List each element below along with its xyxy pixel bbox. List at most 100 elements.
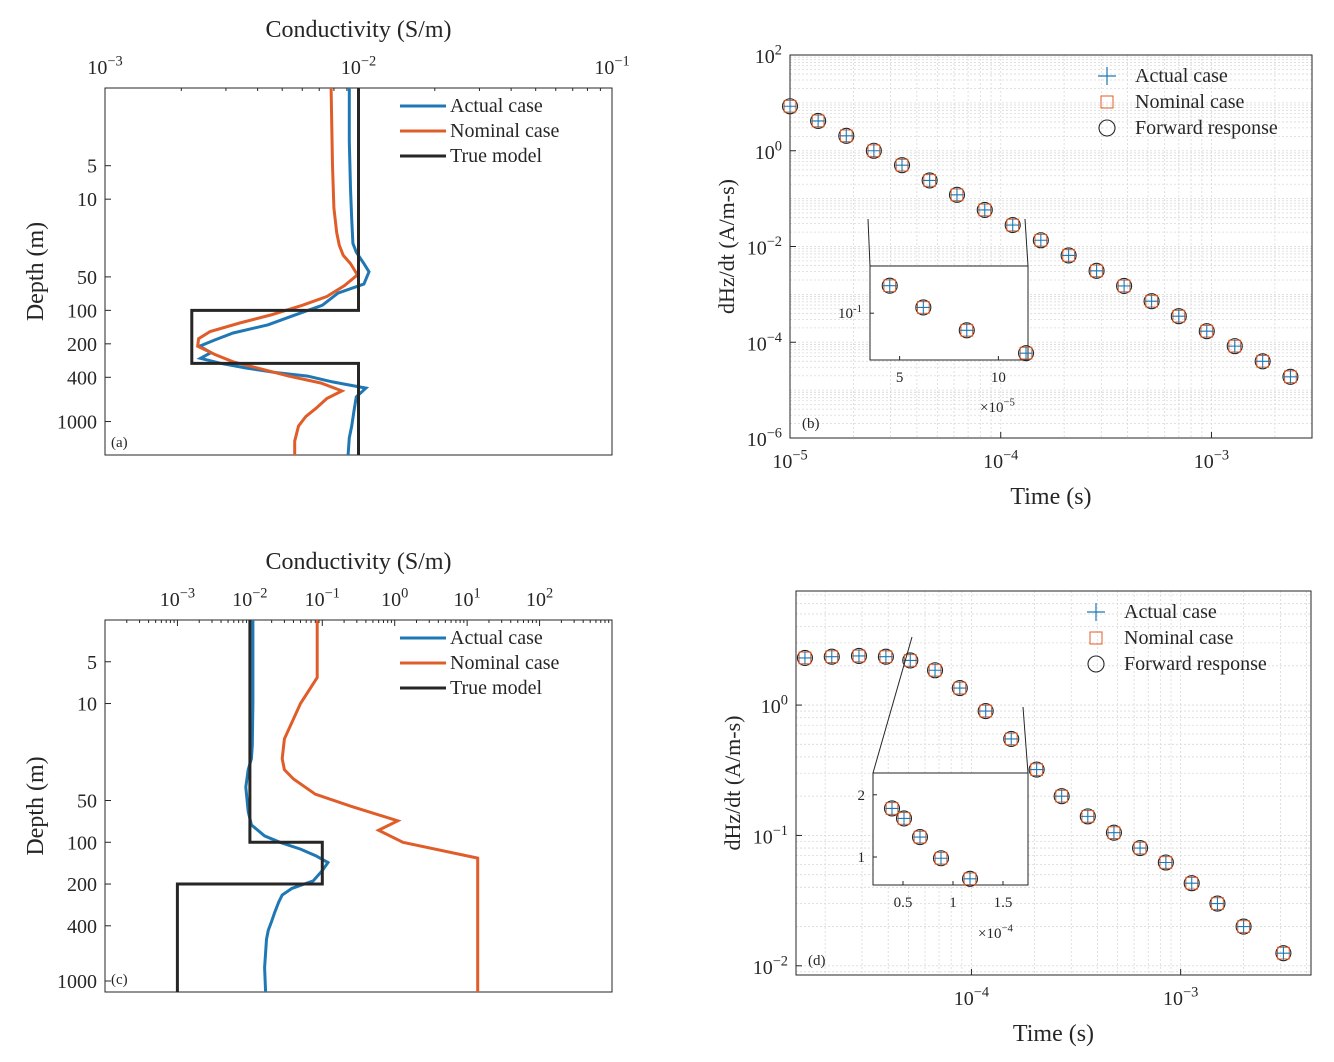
actual-marker	[963, 872, 977, 886]
inset-frame	[872, 772, 1029, 886]
actual-marker	[1117, 279, 1131, 293]
legend-label: Actual case	[1135, 65, 1228, 87]
y-tick-label: 5	[87, 156, 97, 178]
actual-marker	[1200, 324, 1214, 338]
data-point	[902, 652, 919, 669]
callout-line	[867, 218, 871, 267]
data-point	[977, 702, 994, 720]
y-tick-label: 10−4	[747, 330, 782, 355]
actual-marker	[1054, 789, 1069, 803]
series-line-nominal-case	[196, 88, 360, 455]
callout-line	[872, 636, 913, 774]
actual-marker	[1172, 309, 1186, 323]
data-point	[951, 680, 968, 697]
y-tick-label: 100	[67, 300, 97, 322]
inset-x-multiplier: ×10−5	[980, 397, 1015, 416]
x-tick-label-base: 10	[454, 589, 474, 611]
x-tick-label-exp: 0	[401, 586, 408, 602]
data-point	[1105, 824, 1122, 841]
forward-marker	[1116, 277, 1133, 294]
actual-marker	[839, 129, 854, 143]
legend-marker-forward	[1087, 655, 1105, 673]
y-tick-label-exp: −4	[767, 330, 782, 346]
x-tick-label-base: 10	[381, 589, 401, 611]
forward-marker	[1003, 730, 1020, 747]
actual-marker	[798, 651, 812, 665]
actual-marker	[1255, 354, 1270, 369]
y-tick-label-exp: 0	[775, 138, 782, 154]
forward-marker	[1105, 824, 1122, 841]
forward-marker	[1183, 875, 1200, 892]
inset-x-tick-label: 1.5	[994, 895, 1013, 911]
x-tick-label-base: 10	[341, 57, 361, 79]
data-point	[865, 142, 882, 159]
forward-marker	[1060, 247, 1077, 264]
panel-c: Conductivity (S/m)10−3 10−2 10−1 100 101 1025…	[23, 549, 613, 993]
legend-marker-actual	[1087, 603, 1105, 621]
forward-marker	[1170, 308, 1187, 325]
panel-label: (b)	[802, 416, 820, 432]
inset-data-point	[911, 829, 929, 846]
y-tick-label: 1000	[57, 412, 97, 434]
x-tick-label-exp: −5	[792, 448, 807, 464]
inset-data-point	[915, 299, 932, 316]
data-point	[823, 648, 840, 665]
y-tick-label-base: 10	[747, 238, 767, 260]
y-tick-label-exp: 2	[775, 43, 782, 59]
x-axis-title: Time (s)	[1010, 484, 1091, 510]
forward-marker	[1132, 840, 1149, 857]
actual-marker	[1081, 809, 1095, 824]
data-point	[1132, 840, 1149, 857]
forward-marker	[1275, 945, 1292, 962]
forward-marker	[865, 142, 882, 159]
forward-marker	[881, 277, 898, 294]
inset-data-point	[881, 277, 898, 294]
x-tick-label-exp: −4	[1003, 448, 1018, 464]
x-tick-label: 102	[526, 586, 553, 611]
y-axis-title: dHz/dt (A/m-s)	[714, 179, 739, 314]
panel-label: (a)	[111, 435, 128, 451]
data-point	[877, 648, 894, 665]
y-tick-label-exp: −1	[773, 823, 788, 839]
actual-marker	[1236, 919, 1251, 934]
y-tick-label: 10−2	[753, 953, 788, 978]
x-tick-label: 10−3	[87, 54, 122, 79]
forward-marker	[958, 322, 975, 339]
forward-marker	[796, 649, 813, 666]
forward-marker	[926, 662, 944, 679]
data-point	[838, 127, 855, 144]
data-point	[948, 186, 966, 203]
legend-label: Nominal case	[1135, 91, 1245, 113]
forward-marker	[893, 157, 911, 174]
y-tick-label: 50	[77, 791, 97, 813]
forward-marker	[961, 870, 979, 887]
actual-marker	[928, 663, 942, 677]
x-tick-label-base: 10	[160, 589, 180, 611]
forward-marker	[976, 201, 993, 219]
y-tick-label-base: 10	[747, 333, 767, 355]
y-tick-label-base: 10	[753, 826, 773, 848]
forward-marker	[810, 112, 827, 129]
actual-marker	[960, 323, 974, 338]
y-tick-label-base: 10	[753, 957, 773, 979]
data-point	[1254, 353, 1271, 370]
x-tick-label-exp: 1	[474, 586, 481, 602]
legend-label: True model	[450, 677, 542, 699]
actual-marker	[879, 649, 893, 664]
actual-marker	[852, 649, 866, 663]
forward-marker	[915, 299, 932, 316]
legend-label: Actual case	[450, 95, 543, 117]
x-tick-label-base: 10	[1194, 451, 1214, 473]
x-tick-label-exp: −4	[974, 985, 989, 1001]
actual-marker	[1029, 762, 1044, 777]
legend-label: Nominal case	[450, 652, 560, 674]
y-tick-label-base: 10	[747, 429, 767, 451]
y-tick-label: 10−2	[747, 234, 782, 259]
actual-marker	[913, 830, 927, 844]
legend-label: Nominal case	[1124, 627, 1234, 649]
y-tick-label: 200	[67, 874, 97, 896]
x-tick-label-base: 10	[232, 589, 252, 611]
x-tick-label: 10−3	[1163, 985, 1198, 1010]
forward-marker	[1143, 293, 1160, 310]
